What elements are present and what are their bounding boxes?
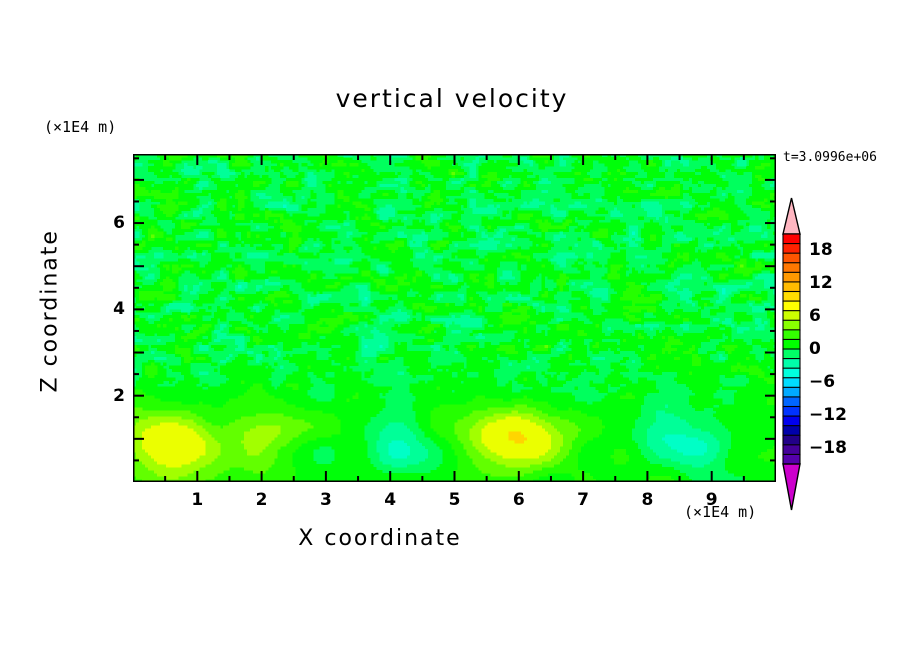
- colorbar-band: [782, 300, 801, 312]
- contour-plot: [133, 154, 776, 482]
- x-tick-label: 5: [448, 490, 461, 510]
- y-tick-label: 4: [113, 299, 125, 320]
- y-tick-label: 2: [113, 385, 125, 406]
- y-tick-label: 6: [113, 213, 125, 234]
- contour-band: [508, 431, 527, 444]
- x-tick-label: 7: [577, 490, 590, 510]
- colorbar-band: [782, 386, 801, 398]
- x-tick-label: 4: [384, 490, 397, 510]
- colorbar-band: [782, 348, 801, 360]
- colorbar-tick-label: 6: [809, 306, 821, 327]
- colorbar: [782, 197, 801, 511]
- colorbar-tick-label: 18: [809, 240, 833, 261]
- colorbar-band: [782, 319, 801, 331]
- contour-band: [133, 410, 564, 480]
- colorbar-tick-label: −18: [809, 437, 847, 458]
- colorbar-band: [782, 434, 801, 446]
- timestamp-annotation: t=3.0996e+06: [783, 150, 877, 165]
- x-tick-label: 3: [319, 490, 332, 510]
- colorbar-tick-label: −12: [809, 404, 847, 425]
- x-tick-label: 9: [705, 490, 718, 510]
- colorbar-band: [782, 243, 801, 255]
- colorbar-tick-label: 12: [809, 273, 833, 294]
- colorbar-under-arrow: [782, 463, 801, 511]
- x-tick-label: 8: [641, 490, 654, 510]
- colorbar-band: [782, 367, 801, 379]
- x-axis-unit-label: (×1E4 m): [684, 503, 757, 521]
- colorbar-band: [782, 444, 801, 456]
- contour-band: [142, 416, 551, 468]
- colorbar-band: [782, 405, 801, 418]
- colorbar-band: [782, 271, 801, 283]
- colorbar-band: [782, 377, 801, 389]
- colorbar-band: [782, 252, 801, 264]
- contour-band: [133, 154, 776, 468]
- x-tick-label: 2: [255, 490, 268, 510]
- colorbar-band: [782, 290, 801, 303]
- y-axis-title: Z coordinate: [37, 229, 63, 393]
- colorbar-band: [782, 425, 801, 437]
- contour-band: [133, 154, 776, 482]
- colorbar-tick-label: 0: [809, 339, 821, 359]
- x-tick-label: 1: [191, 490, 204, 510]
- x-axis-title: X coordinate: [298, 526, 462, 551]
- y-axis-unit-label: (×1E4 m): [44, 118, 117, 136]
- page-title: vertical velocity: [335, 84, 569, 113]
- colorbar-over-arrow: [782, 197, 801, 235]
- colorbar-band: [782, 310, 801, 322]
- colorbar-band: [782, 453, 801, 465]
- colorbar-band: [782, 358, 801, 370]
- colorbar-band: [782, 233, 801, 245]
- colorbar-band: [782, 281, 801, 293]
- colorbar-band: [782, 338, 801, 350]
- colorbar-band: [782, 262, 801, 274]
- x-tick-label: 6: [512, 490, 525, 510]
- colorbar-band: [782, 396, 801, 408]
- colorbar-band: [782, 329, 801, 341]
- colorbar-tick-label: −6: [809, 371, 836, 392]
- colorbar-band: [782, 415, 801, 427]
- contour-band: [133, 154, 776, 482]
